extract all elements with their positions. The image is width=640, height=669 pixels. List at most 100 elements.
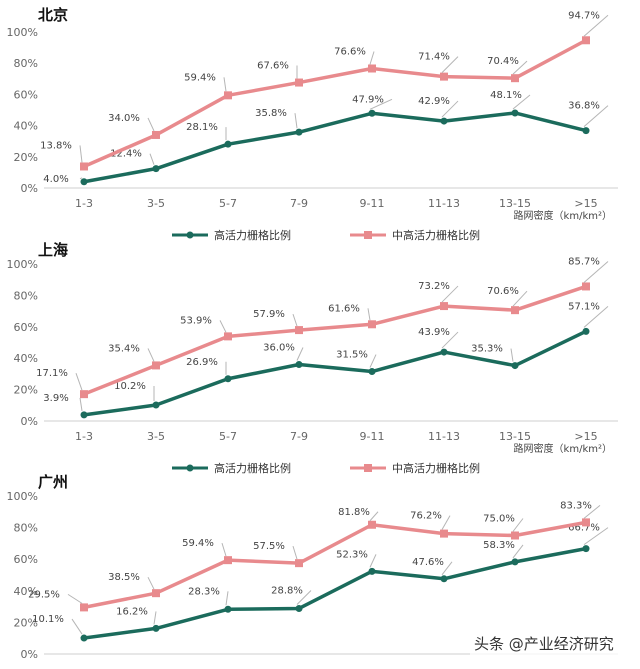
data-label-leader (510, 348, 514, 362)
data-label: 76.2% (410, 511, 442, 522)
data-label-leader (369, 354, 377, 368)
data-label: 12.4% (110, 149, 142, 160)
y-tick-label: 80% (14, 57, 38, 70)
x-tick-label: 9-11 (360, 430, 385, 443)
data-point (224, 332, 232, 341)
data-point (368, 368, 376, 376)
data-label: 76.6% (334, 47, 366, 58)
data-label: 42.9% (418, 96, 450, 107)
legend-marker (186, 464, 194, 472)
y-tick-label: 20% (14, 616, 38, 629)
x-axis-title: 路网密度（km/km²） (514, 209, 612, 222)
data-label: 3.9% (43, 393, 68, 404)
legend-marker (364, 464, 372, 472)
data-label-leader (219, 320, 227, 333)
data-label: 59.4% (182, 538, 214, 549)
data-point (511, 109, 519, 117)
data-label: 57.9% (253, 309, 285, 320)
data-point (368, 320, 376, 329)
data-point (582, 127, 590, 135)
data-label-leader (583, 527, 609, 546)
data-label-leader (583, 305, 609, 328)
data-label-leader (296, 590, 312, 605)
data-point (224, 556, 232, 565)
data-label-leader (223, 77, 227, 92)
data-point (440, 348, 448, 356)
data-point (582, 36, 590, 45)
data-label: 31.5% (336, 350, 368, 361)
data-point (295, 604, 303, 612)
data-label-leader (441, 561, 453, 576)
data-label-leader (153, 611, 157, 625)
y-tick-label: 60% (14, 88, 38, 101)
data-label: 35.8% (255, 108, 287, 119)
legend-label: 高活力栅格比例 (214, 228, 291, 242)
data-point (368, 64, 376, 73)
data-point (152, 361, 160, 370)
data-point (582, 545, 590, 553)
data-label-leader (441, 100, 459, 118)
data-label-leader (292, 313, 298, 327)
x-tick-label: 5-7 (219, 197, 237, 210)
series-line (83, 111, 587, 184)
data-label-leader (225, 591, 229, 606)
y-tick-label: 40% (14, 352, 38, 365)
x-tick-label: 5-7 (219, 430, 237, 443)
data-label-leader (292, 546, 298, 560)
data-label: 53.9% (180, 315, 212, 326)
data-label-leader (147, 348, 155, 362)
data-point (511, 362, 519, 370)
data-label: 36.0% (263, 342, 295, 353)
y-tick-label: 80% (14, 522, 38, 535)
data-point (224, 375, 232, 383)
data-point (295, 128, 303, 136)
y-tick-label: 100% (7, 490, 38, 503)
data-label-leader (583, 504, 601, 519)
data-point (368, 520, 376, 529)
series-line (83, 38, 587, 169)
data-label: 26.9% (186, 357, 218, 368)
data-label: 16.2% (116, 606, 148, 617)
data-label: 13.8% (40, 140, 72, 151)
y-tick-label: 0% (21, 182, 38, 195)
data-point (80, 603, 88, 612)
data-label-leader (583, 14, 609, 37)
data-label-leader (221, 543, 227, 557)
data-label-leader (441, 285, 459, 303)
data-label-leader (369, 51, 375, 65)
series-line (83, 546, 587, 640)
data-label: 83.3% (560, 500, 592, 511)
x-tick-label: 11-13 (428, 197, 460, 210)
data-point (511, 306, 519, 315)
data-point (295, 559, 303, 568)
data-point (224, 91, 232, 100)
data-label: 17.1% (36, 368, 68, 379)
data-label: 28.1% (186, 122, 218, 133)
chart-title: 广州 (38, 473, 68, 491)
series-line (83, 284, 587, 396)
data-label: 71.4% (418, 52, 450, 63)
y-tick-label: 20% (14, 384, 38, 397)
data-point (582, 327, 590, 335)
data-label-leader (147, 576, 155, 590)
data-label: 36.8% (568, 101, 600, 112)
legend-marker (364, 231, 372, 239)
data-point (582, 282, 590, 291)
x-tick-label: 7-9 (290, 197, 308, 210)
data-label: 34.0% (108, 113, 140, 124)
y-tick-label: 80% (14, 289, 38, 302)
data-label-leader (294, 113, 298, 129)
data-label: 81.8% (338, 507, 370, 518)
data-label-leader (441, 515, 451, 530)
data-label: 61.6% (328, 303, 360, 314)
data-label: 28.8% (271, 585, 303, 596)
y-tick-label: 100% (7, 258, 38, 271)
data-label-leader (149, 153, 155, 165)
data-label: 47.6% (412, 557, 444, 568)
data-label: 48.1% (490, 90, 522, 101)
data-label-leader (71, 618, 83, 635)
data-label-leader (441, 331, 459, 349)
data-label: 57.5% (253, 541, 285, 552)
